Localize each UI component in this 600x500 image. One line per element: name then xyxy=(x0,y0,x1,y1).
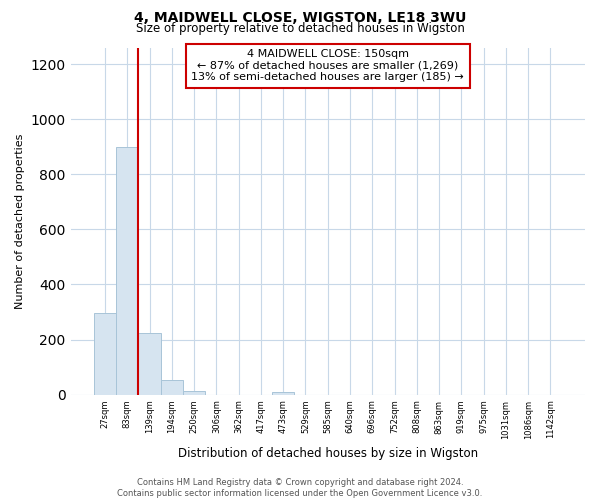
Bar xyxy=(161,380,183,394)
Y-axis label: Number of detached properties: Number of detached properties xyxy=(15,134,25,309)
Bar xyxy=(139,332,161,394)
Bar xyxy=(116,146,139,394)
Bar xyxy=(94,314,116,394)
Text: 4, MAIDWELL CLOSE, WIGSTON, LE18 3WU: 4, MAIDWELL CLOSE, WIGSTON, LE18 3WU xyxy=(134,11,466,25)
Text: Contains HM Land Registry data © Crown copyright and database right 2024.
Contai: Contains HM Land Registry data © Crown c… xyxy=(118,478,482,498)
Text: 4 MAIDWELL CLOSE: 150sqm
← 87% of detached houses are smaller (1,269)
13% of sem: 4 MAIDWELL CLOSE: 150sqm ← 87% of detach… xyxy=(191,49,464,82)
Bar xyxy=(272,392,295,394)
X-axis label: Distribution of detached houses by size in Wigston: Distribution of detached houses by size … xyxy=(178,447,478,460)
Bar xyxy=(183,392,205,394)
Text: Size of property relative to detached houses in Wigston: Size of property relative to detached ho… xyxy=(136,22,464,35)
